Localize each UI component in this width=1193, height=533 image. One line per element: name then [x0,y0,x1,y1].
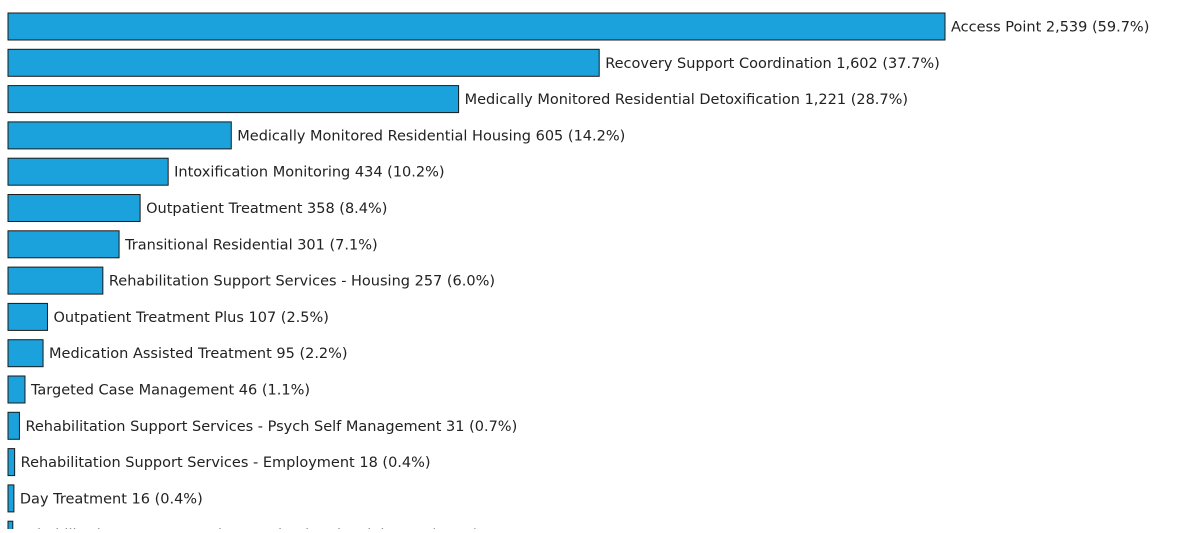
bar [7,302,48,331]
bar [7,520,14,533]
bar-label: Recovery Support Coordination 1,602 (37.… [605,56,940,72]
percent-label: (28.7%) [851,92,908,108]
value-label: 95 [276,346,294,362]
percent-label: (1.1%) [262,383,310,399]
bar [7,484,15,513]
bar-label: Medically Monitored Residential Detoxifi… [465,92,908,108]
value-label: 1,602 [836,56,878,72]
category-label: Outpatient Treatment [146,201,303,217]
percent-label: (0.7%) [469,419,517,435]
bar [7,266,104,295]
value-label: 46 [239,383,257,399]
category-label: Rehabilitation Support Services - Employ… [21,455,355,471]
category-label: Medically Monitored Residential Housing [237,128,531,144]
category-label: Medication Assisted Treatment [49,346,272,362]
percent-label: (10.2%) [387,165,444,181]
percent-label: (6.0%) [447,274,495,290]
category-label: Transitional Residential [124,237,293,253]
bar [7,448,16,477]
category-label: Rehabilitation Support Services - Housin… [109,274,410,290]
value-label: 358 [307,201,335,217]
value-label: 301 [297,237,325,253]
bar [7,121,232,150]
percent-label: (2.2%) [299,346,347,362]
bar [7,411,20,440]
value-label: 107 [249,310,277,326]
bar [7,230,120,259]
percent-label: (7.1%) [330,237,378,253]
category-label: Recovery Support Coordination [605,56,831,72]
bar [7,157,169,186]
percent-label: (2.5%) [281,310,329,326]
value-label: 2,539 [1046,20,1088,36]
percent-label: (0.4%) [382,455,430,471]
value-label: 1,221 [805,92,847,108]
value-label: 18 [359,455,377,471]
bar-label: Day Treatment 16 (0.4%) [20,491,203,507]
category-label: Rehabilitation Support Services - Psych … [25,419,441,435]
category-label: Intoxification Monitoring [174,165,350,181]
bar [7,375,26,404]
bar-label: Medication Assisted Treatment 95 (2.2%) [49,346,348,362]
bar [7,85,460,114]
value-label: 605 [536,128,564,144]
value-label: 257 [415,274,443,290]
bar-label: Rehabilitation Support Services - Psych … [25,419,517,435]
bar-label: Access Point 2,539 (59.7%) [951,20,1149,36]
bar [7,12,946,41]
bar-label: Targeted Case Management 46 (1.1%) [30,383,310,399]
bar-label: Medically Monitored Residential Housing … [237,128,625,144]
bar [7,339,44,368]
bar-label: Rehabilitation Support Services - Employ… [21,455,431,471]
bar-label: Rehabilitation Support Services - Housin… [109,274,495,290]
bar-label: Outpatient Treatment 358 (8.4%) [146,201,387,217]
percent-label: (59.7%) [1092,20,1149,36]
value-label: 434 [355,165,383,181]
category-label: Targeted Case Management [30,383,235,399]
category-label: Outpatient Treatment Plus [53,310,243,326]
bar-label: Outpatient Treatment Plus 107 (2.5%) [53,310,328,326]
bar [7,48,600,77]
percent-label: (0.4%) [155,491,203,507]
category-label: Day Treatment [20,491,127,507]
category-label: Access Point [951,20,1042,36]
percent-label: (8.4%) [339,201,387,217]
percent-label: (14.2%) [568,128,625,144]
category-label: Medically Monitored Residential Detoxifi… [465,92,800,108]
value-label: 16 [132,491,150,507]
bar-label: Intoxification Monitoring 434 (10.2%) [174,165,444,181]
bar-label: Transitional Residential 301 (7.1%) [124,237,378,253]
bar [7,194,141,222]
value-label: 31 [446,419,464,435]
percent-label: (37.7%) [882,56,939,72]
